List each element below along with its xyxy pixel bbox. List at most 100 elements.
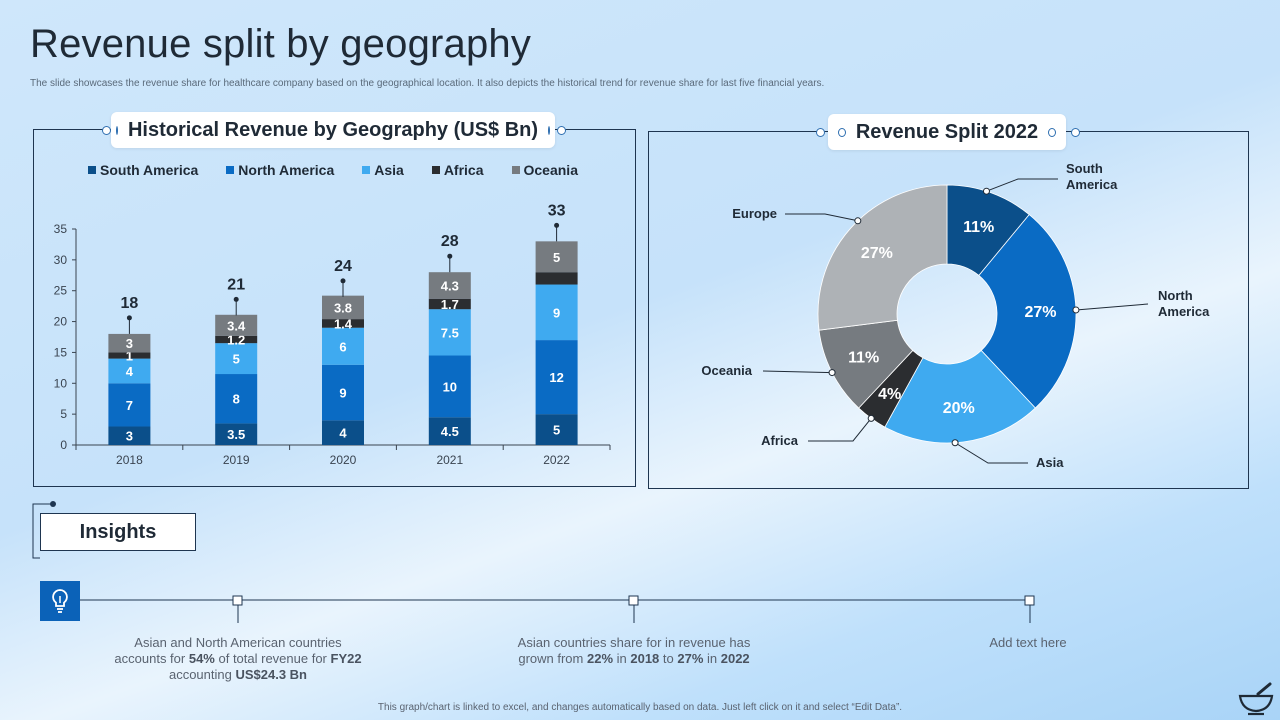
legend-swatch — [226, 166, 235, 174]
total-marker — [340, 278, 346, 284]
bar-data-label: 3.4 — [227, 318, 246, 333]
bar-segment-north-america — [428, 355, 471, 418]
bar-data-label: 3.8 — [334, 300, 352, 315]
bar-segment-north-america — [322, 364, 364, 421]
x-tick-label: 2020 — [330, 453, 357, 467]
callout-marker — [867, 414, 875, 422]
panel-dot-icon — [816, 128, 825, 137]
bar-segment-south-america — [322, 420, 364, 445]
bar-segment-south-america — [215, 423, 258, 445]
legend-swatch — [362, 166, 371, 174]
legend-item-north-america[interactable]: North America — [226, 162, 334, 178]
bar-data-label: 1 — [126, 349, 133, 364]
bar-data-label: 4.3 — [441, 278, 459, 293]
title-dot-icon — [838, 127, 846, 137]
insights-heading: Insights — [40, 513, 196, 551]
mortar-pestle-icon — [1238, 682, 1274, 716]
y-tick-label: 10 — [54, 376, 68, 390]
callout-line — [785, 213, 858, 222]
title-dot-icon — [548, 125, 551, 135]
bar-segment-asia — [108, 358, 151, 384]
legend-item-africa[interactable]: Africa — [431, 162, 484, 178]
callout-line — [762, 370, 833, 374]
legend-item-asia[interactable]: Asia — [362, 162, 404, 178]
callout-line — [954, 442, 1028, 464]
title-dot-icon — [1048, 127, 1056, 137]
bar-segment-oceania — [322, 295, 364, 320]
footnote: This graph/chart is linked to excel, and… — [377, 702, 903, 713]
bar-data-label: 8 — [233, 392, 240, 407]
y-tick-label: 15 — [54, 345, 68, 359]
bar-chart-legend: South America North America Asia Africa … — [88, 162, 578, 178]
y-tick-label: 5 — [60, 407, 67, 421]
legend-item-south-america[interactable]: South America — [88, 162, 198, 178]
donut-slice-europe — [817, 184, 948, 331]
donut-slice-north-america — [978, 214, 1077, 409]
insight-1: Asian and North American countries accou… — [114, 635, 362, 682]
bar-data-label: 3.5 — [227, 427, 245, 442]
callout-label: Oceania — [701, 363, 752, 378]
legend-swatch — [511, 166, 520, 174]
total-marker — [126, 315, 132, 321]
bar-data-label: 5 — [553, 423, 560, 438]
total-marker — [554, 222, 560, 228]
bar-segment-africa — [322, 319, 364, 328]
bar-total-label: 28 — [441, 233, 459, 250]
page-title: Revenue split by geography — [30, 22, 532, 66]
bar-segment-africa — [215, 335, 258, 344]
x-tick-label: 2018 — [116, 453, 143, 467]
bar-segment-africa — [428, 298, 471, 310]
bar-segment-africa — [108, 352, 151, 359]
donut-data-label: 27% — [861, 245, 893, 262]
bar-segment-asia — [428, 309, 471, 356]
callout-marker — [1072, 306, 1080, 314]
bar-data-label: 4 — [126, 364, 134, 379]
y-tick-label: 0 — [60, 438, 67, 452]
bar-segment-north-america — [108, 383, 151, 427]
bar-segment-north-america — [535, 340, 578, 415]
legend-swatch — [88, 166, 96, 174]
bar-total-label: 18 — [121, 295, 139, 312]
callout-line — [986, 178, 1058, 192]
legend-item-oceania[interactable]: Oceania — [511, 162, 578, 178]
donut-data-label: 4% — [878, 386, 901, 403]
bar-segment-north-america — [215, 374, 258, 424]
bar-segment-oceania — [108, 333, 151, 353]
callout-line — [1075, 303, 1149, 311]
bar-data-label: 7.5 — [441, 325, 459, 340]
bar-segment-south-america — [428, 417, 471, 445]
bar-data-label: 6 — [339, 339, 346, 354]
bar-segment-south-america — [535, 414, 578, 445]
bar-data-label: 3 — [126, 336, 133, 351]
total-marker — [233, 296, 239, 302]
bar-segment-south-america — [108, 426, 151, 445]
bar-segment-asia — [322, 327, 364, 365]
insight-3[interactable]: Add text here — [989, 635, 1067, 650]
donut-data-label: 11% — [963, 219, 994, 236]
donut-slice-asia — [884, 349, 1036, 444]
bar-data-label: 5 — [233, 352, 240, 367]
y-tick-label: 35 — [54, 222, 68, 236]
bar-segment-oceania — [428, 272, 471, 299]
donut-data-label: 20% — [943, 400, 975, 417]
page-subtitle: The slide showcases the revenue share fo… — [30, 78, 825, 89]
bar-data-label: 4.5 — [441, 424, 459, 439]
legend-swatch — [431, 166, 440, 174]
bar-chart-title-text: Historical Revenue by Geography (US$ Bn) — [127, 118, 539, 141]
panel-dot-icon — [102, 126, 111, 135]
bar-segment-oceania — [215, 314, 258, 336]
bar-data-label: 10 — [443, 379, 457, 394]
insights-connector — [32, 501, 1035, 623]
bar-data-label: 9 — [553, 305, 560, 320]
x-tick-label: 2021 — [436, 453, 463, 467]
callout-label: Europe — [732, 206, 777, 221]
donut-chart: 11% South America 27% North America 20% Asia 4% A… — [701, 161, 1210, 470]
bar-segment-africa — [535, 272, 578, 285]
y-tick-label: 25 — [54, 284, 68, 298]
callout-marker — [854, 217, 862, 225]
bar-data-label: 12 — [549, 370, 563, 385]
total-marker — [447, 253, 453, 259]
donut-chart-title: Revenue Split 2022 — [828, 114, 1066, 150]
bar-segment-oceania — [535, 241, 578, 273]
panel-dot-icon — [557, 126, 566, 135]
